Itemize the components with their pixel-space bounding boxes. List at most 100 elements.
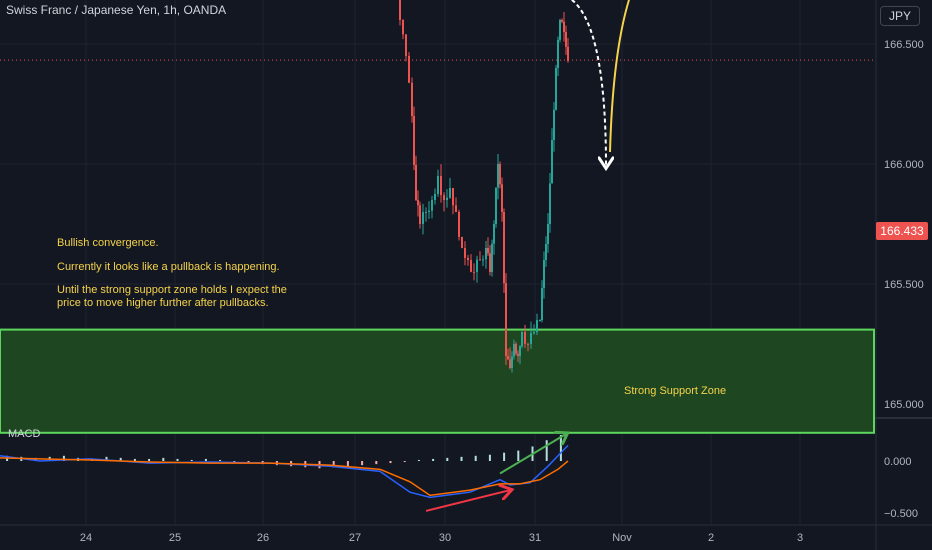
candle-body: [505, 283, 507, 356]
candle-body: [467, 257, 469, 260]
candle-body: [497, 164, 499, 188]
candle-body: [443, 195, 445, 200]
candle-body: [405, 34, 407, 56]
candle-body: [517, 353, 519, 356]
candle-body: [440, 176, 442, 196]
candle-body: [530, 333, 532, 344]
macd-bar: [361, 461, 364, 466]
candle-body: [563, 21, 565, 32]
macd-bar: [446, 457, 449, 461]
candle-body: [455, 205, 457, 212]
candle-body: [541, 288, 543, 320]
macd-bar: [460, 456, 463, 461]
macd-bar: [559, 435, 562, 461]
candle-body: [543, 260, 545, 289]
candle-body: [428, 210, 430, 212]
candle-body: [549, 183, 551, 224]
x-tick-label: 25: [169, 532, 181, 544]
candle-body: [507, 356, 509, 360]
candle-body: [425, 212, 427, 213]
candle-body: [519, 346, 521, 356]
x-tick-label: Nov: [612, 532, 632, 544]
candle-body: [501, 184, 503, 212]
red-divergence-arrow: [425, 490, 510, 512]
macd-bar: [190, 459, 193, 461]
candle-body: [446, 197, 448, 200]
candle-body: [513, 344, 515, 357]
candle-body: [461, 236, 463, 248]
x-tick-label: 26: [257, 532, 269, 544]
candle-body: [464, 248, 466, 258]
macd-bar: [403, 461, 406, 463]
candle-body: [553, 109, 555, 140]
annotation-line-2: Currently it looks like a pullback is ha…: [57, 261, 280, 273]
signal-line: [0, 457, 569, 497]
candle-body: [402, 20, 404, 35]
candle-body: [557, 39, 559, 68]
candle-body: [431, 200, 433, 211]
candle-body: [434, 193, 436, 200]
macd-bar: [233, 461, 236, 463]
price-tick-label: 166.000: [884, 159, 924, 171]
candle-body: [487, 248, 489, 254]
pullback-arrow: [570, 0, 606, 166]
candle-body: [559, 20, 561, 40]
macd-label: MACD: [8, 428, 41, 440]
macd-bar: [332, 461, 335, 468]
candle-body: [479, 259, 481, 261]
macd-bar: [119, 457, 122, 461]
candle-body: [470, 260, 472, 272]
x-tick-label: 3: [797, 532, 803, 544]
support-zone-label: Strong Support Zone: [624, 385, 727, 397]
macd-bar: [375, 461, 378, 465]
macd-bar: [488, 454, 491, 461]
macd-bar: [389, 461, 392, 464]
macd-bar: [62, 455, 65, 461]
macd-bar: [105, 456, 108, 461]
candle-body: [547, 224, 549, 245]
candle-body: [417, 200, 419, 206]
candle-body: [449, 188, 451, 198]
macd-bar: [545, 440, 548, 461]
candle-body: [419, 205, 421, 224]
support-zone: [0, 328, 875, 434]
currency-button[interactable]: JPY: [880, 6, 920, 26]
candle-body: [491, 243, 493, 272]
green-divergence-arrow: [499, 434, 566, 475]
macd-bar: [204, 458, 207, 461]
candle-body: [536, 320, 538, 332]
candle-body: [413, 116, 415, 165]
macd-tick-label: 0.000: [884, 456, 912, 468]
candle-body: [565, 32, 567, 47]
x-tick-label: 24: [80, 532, 92, 544]
x-tick-label: 2: [708, 532, 714, 544]
candle-body: [509, 359, 511, 368]
macd-bar: [503, 452, 506, 461]
candle-body: [485, 248, 487, 260]
candle-body: [527, 343, 529, 345]
x-tick-label: 31: [529, 532, 541, 544]
x-tick-label: 27: [349, 532, 361, 544]
macd-bar: [176, 458, 179, 461]
macd-bar: [346, 461, 349, 467]
candle-body: [437, 176, 439, 194]
candle-body: [482, 259, 484, 261]
candle-body: [533, 332, 535, 334]
candle-body: [415, 164, 417, 200]
candle-body: [452, 188, 454, 206]
candle-body: [473, 271, 475, 273]
candle-body: [499, 164, 501, 185]
macd-bar: [148, 458, 151, 461]
candle-body: [555, 68, 557, 110]
price-tick-label: 166.500: [884, 39, 924, 51]
candle-body: [476, 259, 478, 272]
macd-bar: [432, 458, 435, 461]
candle-body: [515, 344, 517, 354]
macd-bar: [219, 459, 222, 461]
candle-body: [545, 244, 547, 260]
candle-body: [408, 56, 410, 83]
forecast-arrow: [609, 0, 631, 153]
candle-body: [551, 140, 553, 184]
